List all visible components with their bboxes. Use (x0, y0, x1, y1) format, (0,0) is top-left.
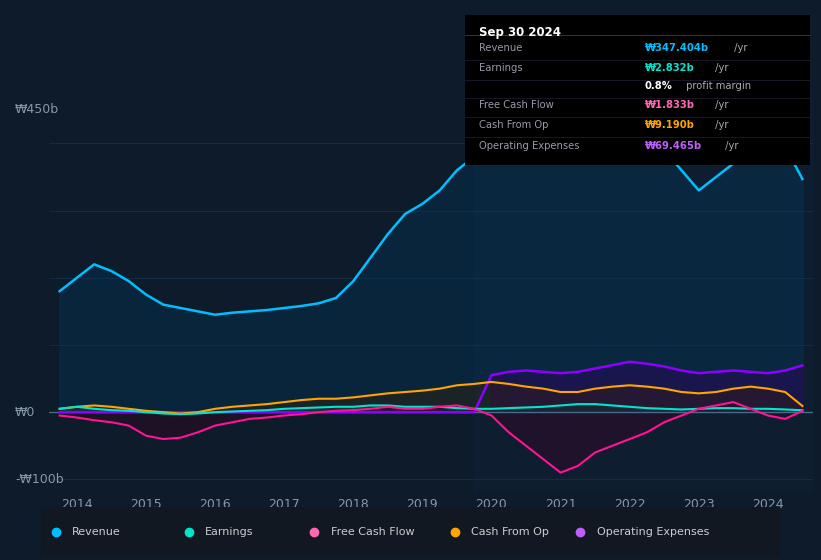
Bar (475, 90, 813, 493)
Text: ₩2.832b: ₩2.832b (644, 63, 694, 72)
Text: ₩69.465b: ₩69.465b (644, 141, 701, 151)
Text: Revenue: Revenue (479, 43, 522, 53)
Text: /yr: /yr (712, 119, 728, 129)
Text: Operating Expenses: Operating Expenses (479, 141, 580, 151)
Text: Free Cash Flow: Free Cash Flow (479, 100, 553, 110)
Text: ₩0: ₩0 (15, 405, 35, 419)
Text: Earnings: Earnings (479, 63, 522, 72)
Text: Cash From Op: Cash From Op (479, 119, 548, 129)
Text: /yr: /yr (732, 43, 748, 53)
Text: profit margin: profit margin (683, 81, 751, 91)
Text: /yr: /yr (712, 63, 728, 72)
Text: ₩9.190b: ₩9.190b (644, 119, 695, 129)
Text: Revenue: Revenue (72, 527, 121, 537)
Text: ₩1.833b: ₩1.833b (644, 100, 695, 110)
Text: /yr: /yr (722, 141, 738, 151)
Text: ₩347.404b: ₩347.404b (644, 43, 709, 53)
Text: Operating Expenses: Operating Expenses (597, 527, 709, 537)
Text: Free Cash Flow: Free Cash Flow (331, 527, 415, 537)
Text: Earnings: Earnings (205, 527, 254, 537)
Text: -₩100b: -₩100b (15, 473, 63, 486)
Text: Sep 30 2024: Sep 30 2024 (479, 26, 561, 39)
Text: 0.8%: 0.8% (644, 81, 672, 91)
Text: ₩450b: ₩450b (15, 103, 59, 116)
Text: /yr: /yr (712, 100, 728, 110)
Text: Cash From Op: Cash From Op (471, 527, 549, 537)
